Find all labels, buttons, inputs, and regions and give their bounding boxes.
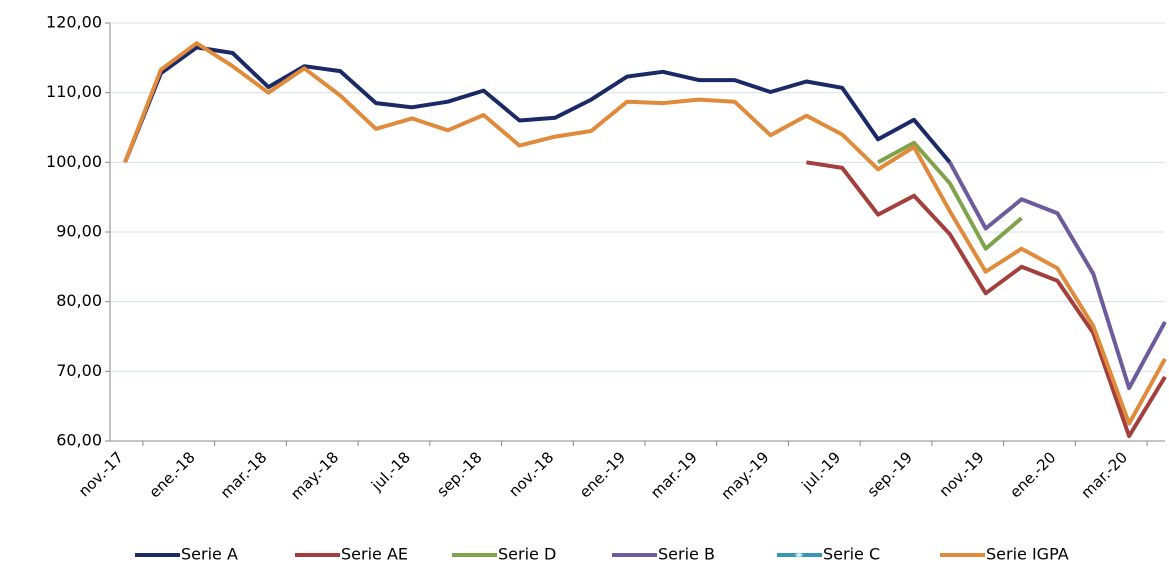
legend-item: Serie IGPA	[940, 545, 1069, 564]
x-tick-label: sep.-18	[433, 448, 485, 500]
x-tick-label: ene.-18	[146, 448, 199, 501]
legend-item: Serie D	[452, 545, 556, 564]
x-tick-label: nov.-19	[936, 448, 988, 500]
x-tick-label: nov.-17	[75, 448, 127, 500]
series-line	[806, 160, 1167, 439]
legend-item: Serie B	[612, 545, 715, 564]
legend-marker	[795, 551, 803, 559]
x-tick-label: mar.-18	[217, 448, 271, 502]
x-tick-label: may.-18	[287, 448, 342, 503]
y-tick-label: 100,00	[46, 152, 102, 171]
series-line	[123, 41, 1167, 426]
series-line	[123, 45, 952, 164]
y-tick-label: 60,00	[56, 431, 102, 450]
legend-item: Serie A	[135, 545, 238, 564]
x-tick-label: may.-19	[718, 448, 773, 503]
x-tick-label: mar.-20	[1077, 448, 1131, 502]
x-tick-label: nov.-18	[505, 448, 557, 500]
legend-label: Serie D	[498, 545, 556, 564]
y-tick-label: 120,00	[46, 13, 102, 32]
series-line	[948, 161, 1167, 391]
legend-label: Serie IGPA	[986, 545, 1069, 564]
y-tick-label: 80,00	[56, 291, 102, 310]
series-line	[877, 140, 1023, 251]
x-tick-label: ene.-19	[576, 448, 629, 501]
legend-label: Serie C	[823, 545, 880, 564]
legend-item: Serie AE	[295, 545, 408, 564]
legend-label: Serie A	[181, 545, 238, 564]
legend-label: Serie AE	[341, 545, 408, 564]
legend-label: Serie B	[658, 545, 715, 564]
x-tick-label: sep.-19	[864, 448, 916, 500]
x-tick-label: jul.-18	[367, 448, 414, 495]
legend-item: Serie C	[777, 545, 880, 564]
x-tick-label: ene.-20	[1006, 448, 1059, 501]
y-tick-label: 70,00	[56, 361, 102, 380]
x-tick-label: jul.-19	[798, 448, 845, 495]
x-tick-label: mar.-19	[647, 448, 701, 502]
y-tick-label: 90,00	[56, 222, 102, 241]
y-tick-label: 110,00	[46, 82, 102, 101]
